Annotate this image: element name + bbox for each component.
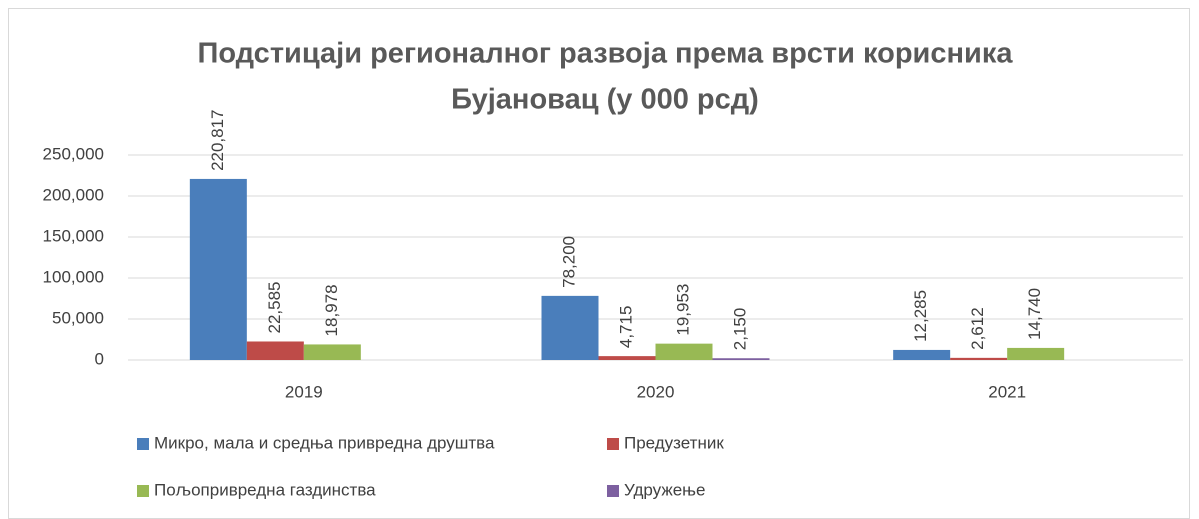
data-label: 2,612 [968,307,987,350]
bar [598,356,656,360]
legend-swatch [137,485,149,497]
data-label: 78,200 [559,236,578,288]
bar [655,343,713,360]
legend-label: Пољопривредна газдинства [154,480,376,499]
x-tick-label: 2020 [637,382,675,401]
bar [950,357,1008,360]
data-label: 12,285 [911,290,930,342]
legend-label: Микро, мала и средња привредна друштва [154,433,495,452]
chart-title: Бујановац (у 000 рсд) [451,84,759,116]
x-tick-label: 2021 [988,382,1026,401]
data-label: 18,978 [322,284,341,336]
bar [303,344,361,360]
bar [189,178,247,360]
y-tick-label: 100,000 [43,267,104,286]
legend-swatch [137,438,149,450]
data-label: 220,817 [208,109,227,170]
bar [1007,347,1065,360]
legend-label: Удружење [624,480,705,499]
y-tick-label: 0 [95,349,104,368]
bar [893,349,951,360]
y-tick-label: 250,000 [43,144,104,163]
bar [712,358,770,360]
x-tick-label: 2019 [285,382,323,401]
y-tick-label: 150,000 [43,226,104,245]
legend-swatch [607,485,619,497]
chart-title: Подстицаји регионалног развоја према врс… [197,38,1013,70]
data-label: 19,953 [673,284,692,336]
y-tick-label: 50,000 [52,308,104,327]
data-label: 2,150 [730,308,749,351]
data-label: 14,740 [1025,288,1044,340]
y-tick-label: 200,000 [43,185,104,204]
data-label: 4,715 [616,306,635,349]
legend-swatch [607,438,619,450]
bar [541,295,599,360]
legend-label: Предузетник [624,433,724,452]
data-label: 22,585 [265,281,284,333]
bar [246,341,304,360]
